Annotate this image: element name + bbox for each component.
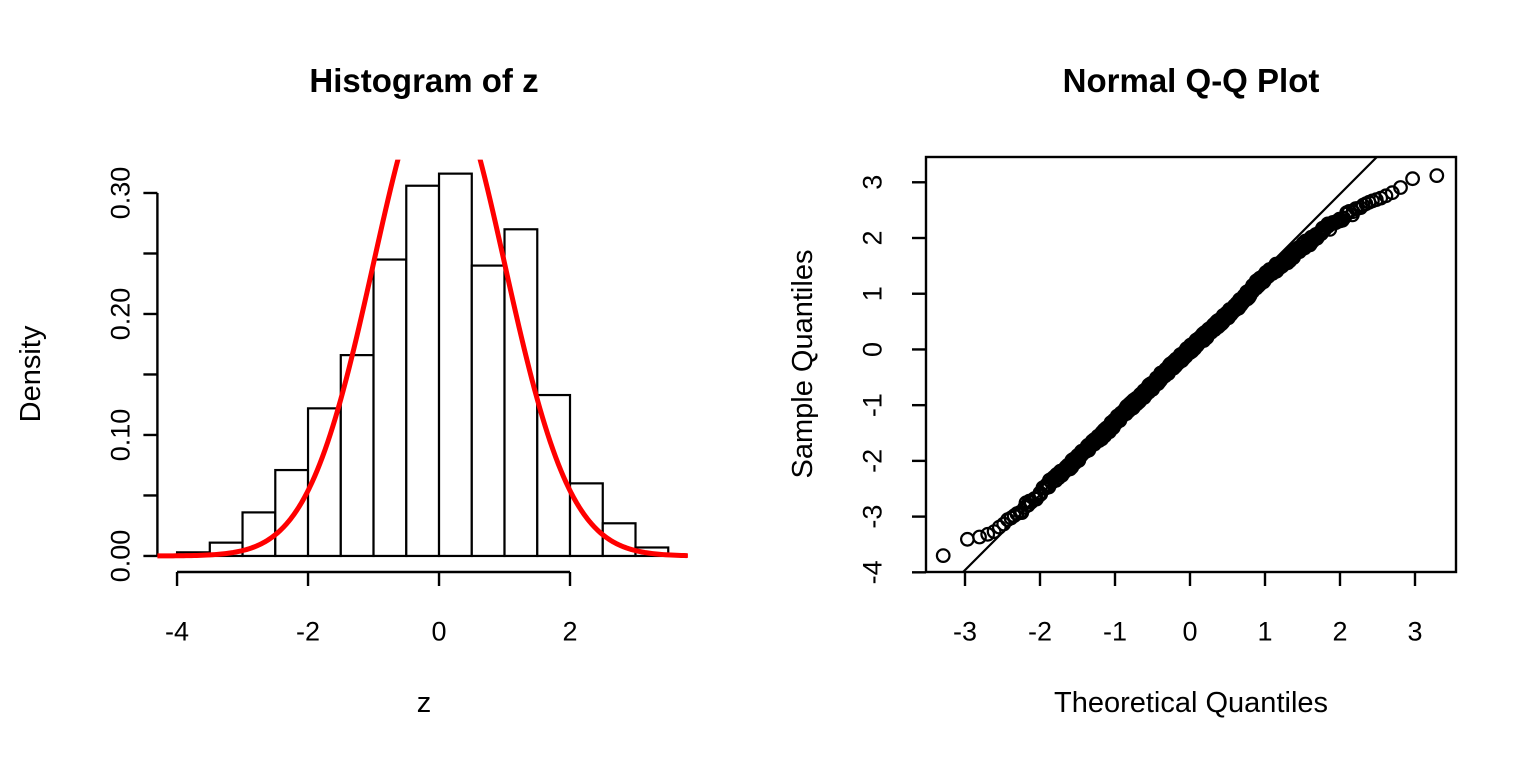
qq-xaxis-title: Theoretical Quantiles — [1054, 687, 1328, 719]
y-tick-label: -3 — [857, 505, 887, 529]
histogram-bar — [405, 184, 441, 558]
x-tick-label: -2 — [1028, 616, 1052, 646]
y-tick-label: 0.20 — [105, 288, 135, 341]
y-tick-label: 1 — [857, 286, 887, 301]
x-tick-label: 2 — [1332, 616, 1347, 646]
histogram-bar — [372, 258, 408, 558]
y-tick-label: -1 — [857, 393, 887, 417]
x-tick-label: -3 — [953, 616, 977, 646]
x-tick-label: -1 — [1103, 616, 1127, 646]
y-tick-label: 0.30 — [105, 167, 135, 220]
qq-plot-area: -3 -2 -1 0 1 2 3 -4 -3 -2 -1 0 1 2 3 — [857, 155, 1458, 646]
x-tick-label: -4 — [165, 616, 189, 646]
x-tick-label: 1 — [1257, 616, 1272, 646]
y-tick-label: 2 — [857, 230, 887, 245]
y-tick-label: 0 — [857, 342, 887, 357]
y-tick-label: 0.00 — [105, 530, 135, 583]
x-tick-label: 0 — [1182, 616, 1197, 646]
qq-yaxis-title: Sample Quantiles — [787, 250, 819, 479]
qq-point — [972, 529, 987, 545]
histogram-bar — [274, 468, 310, 558]
histogram-xaxis-title: z — [417, 687, 432, 719]
qq-point — [935, 548, 951, 563]
qq-points — [935, 168, 1445, 563]
qq-reference-line — [962, 156, 1378, 573]
histogram-title: Histogram of z — [309, 62, 538, 99]
y-tick-label: 3 — [857, 175, 887, 190]
qq-point — [1429, 168, 1445, 184]
y-tick-label: -2 — [857, 449, 887, 473]
normal-density-curve — [157, 159, 688, 559]
histogram-yaxis-title: Density — [15, 325, 47, 422]
histogram-panel: Histogram of z z Density 0.00 0.10 0.20 0.3… — [15, 62, 688, 719]
y-tick-label: 0.10 — [105, 409, 135, 462]
x-tick-label: 2 — [562, 616, 577, 646]
histogram-bar — [437, 172, 473, 558]
histogram-plot-area: 0.00 0.10 0.20 0.30 -4 -2 0 2 — [105, 159, 688, 646]
histogram-bar — [470, 264, 506, 558]
qq-title: Normal Q-Q Plot — [1063, 62, 1320, 99]
qq-panel: Normal Q-Q Plot Theoretical Quantiles Sa… — [787, 62, 1458, 719]
qq-point — [1393, 180, 1408, 195]
qq-point — [1405, 171, 1420, 187]
x-tick-label: 0 — [432, 616, 447, 646]
x-tick-label: 3 — [1407, 616, 1422, 646]
x-tick-label: -2 — [296, 616, 320, 646]
y-tick-label: -4 — [857, 560, 887, 584]
